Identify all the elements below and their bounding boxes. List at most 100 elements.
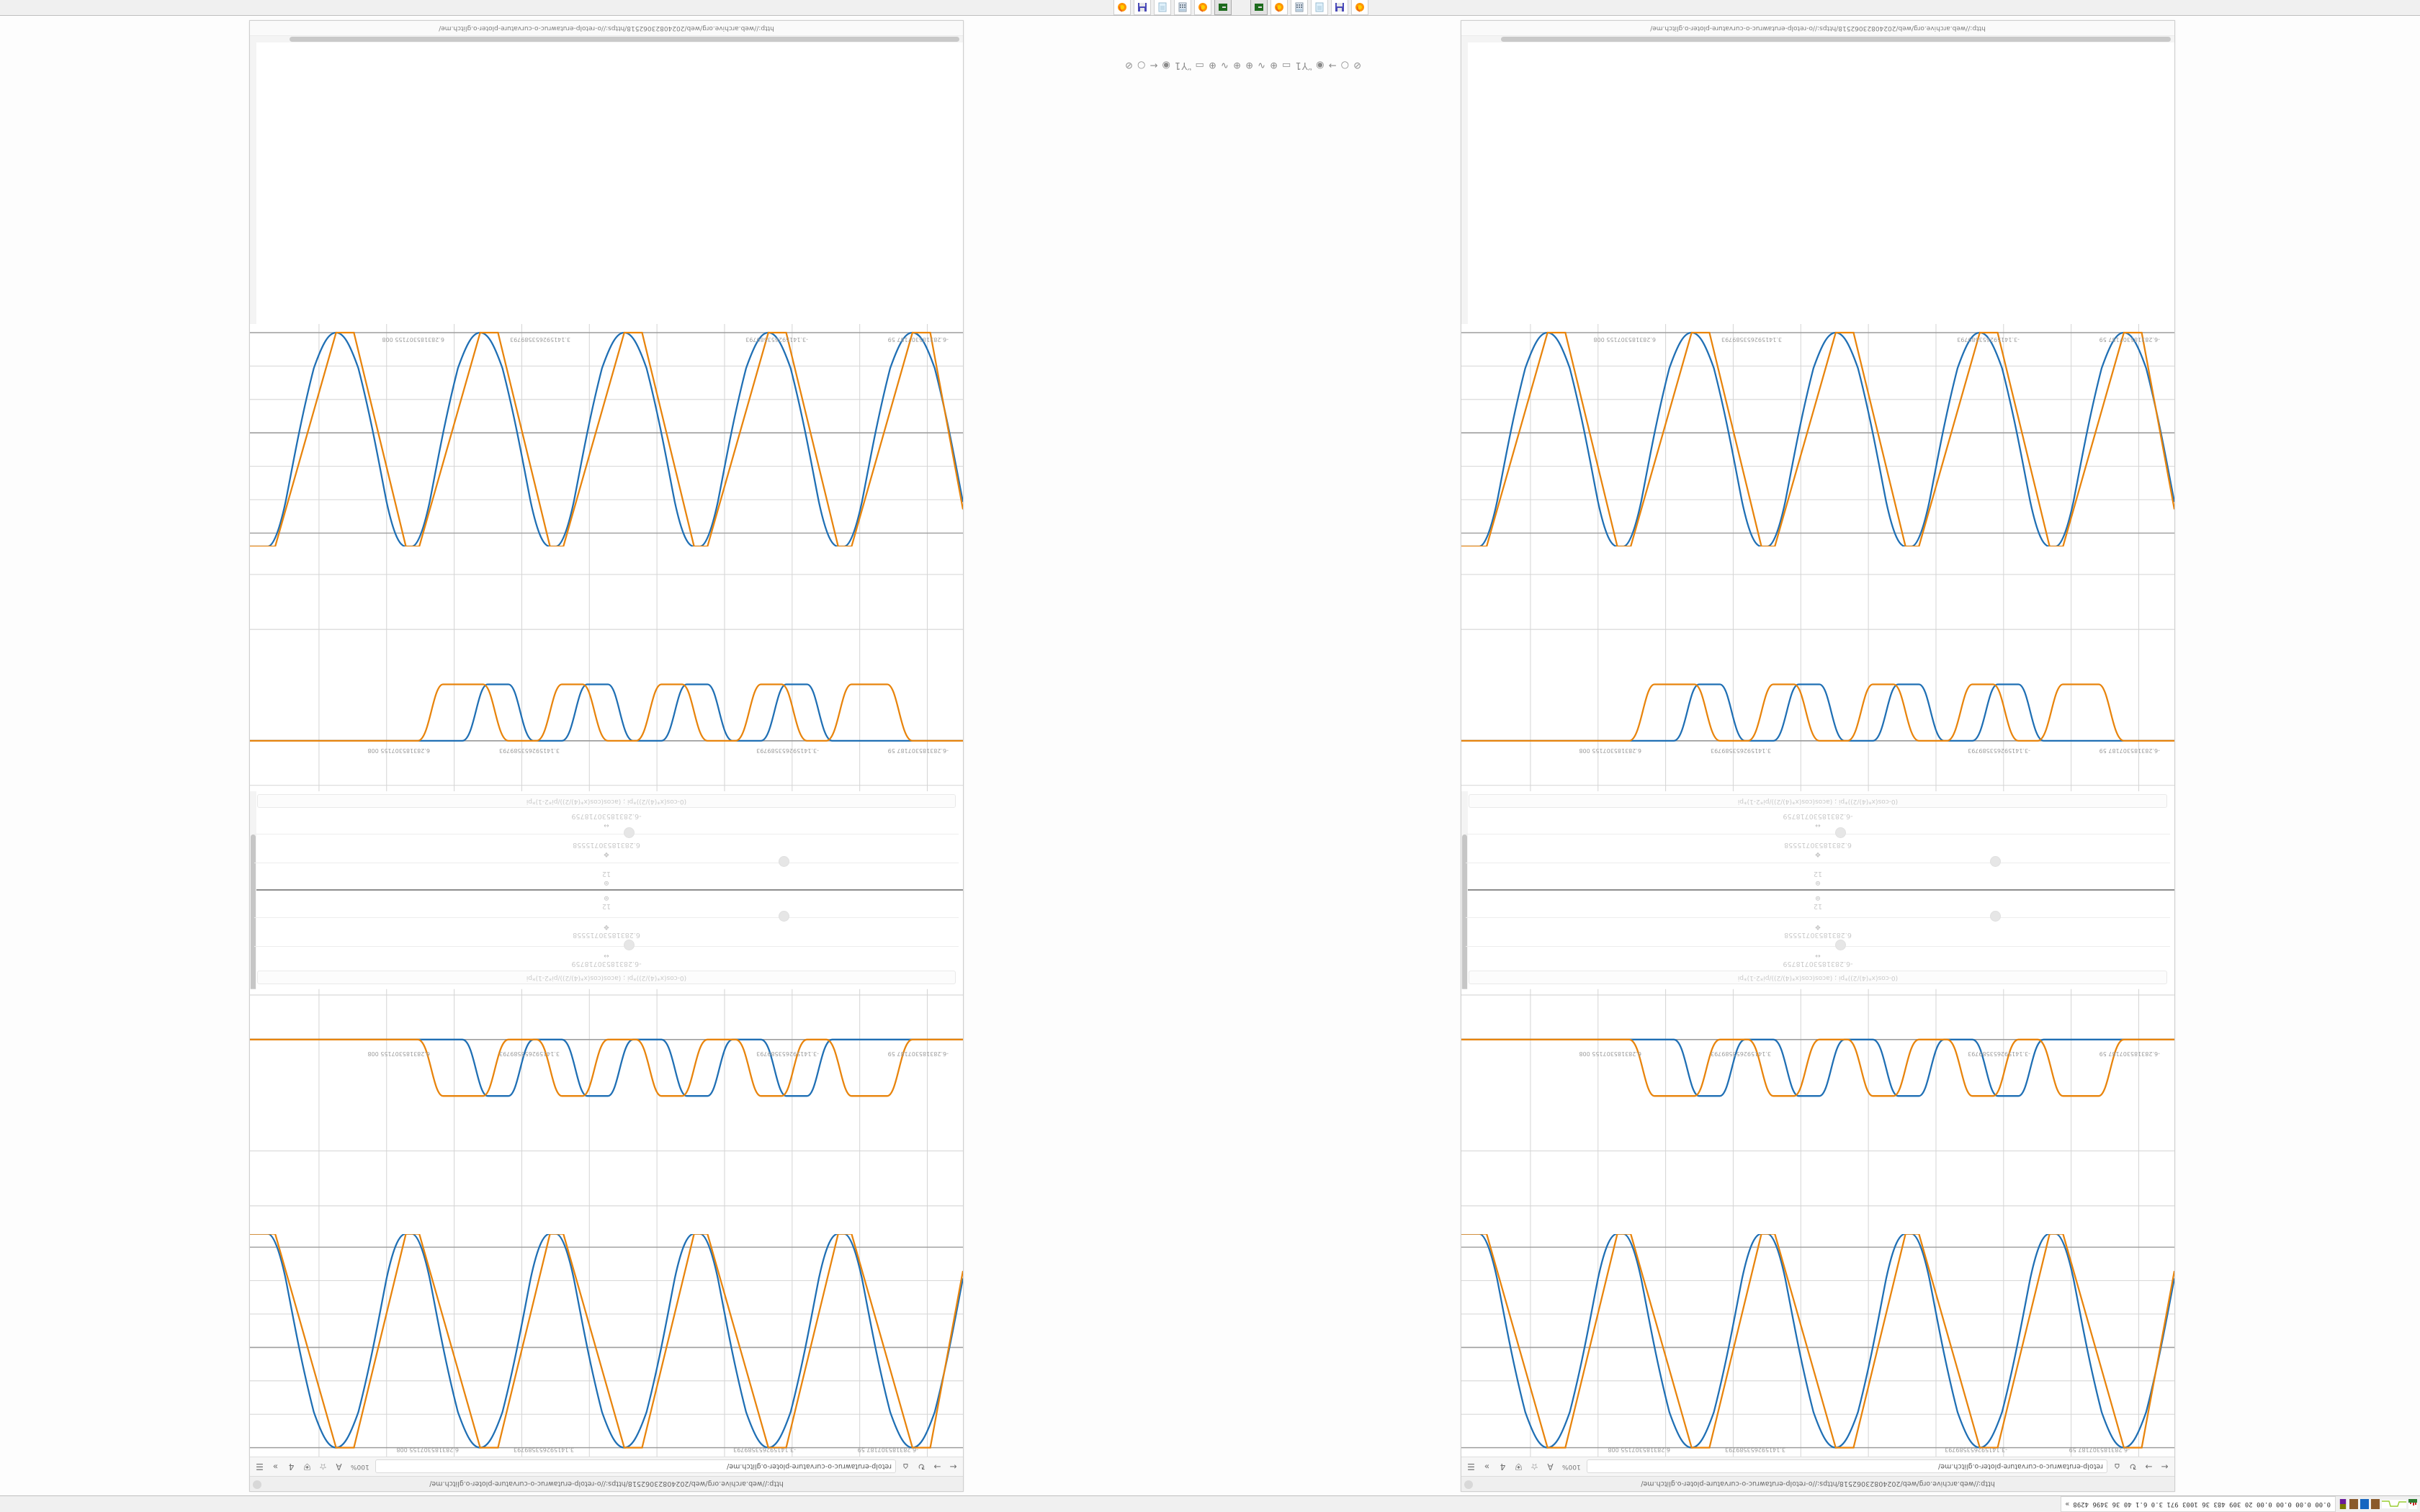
horizontal-scrollbar-right[interactable] [250, 36, 963, 42]
back-icon[interactable]: ← [947, 1461, 959, 1473]
shield-icon[interactable]: ⛨ [1512, 1461, 1525, 1473]
titlebar-left[interactable]: http://web.archive.org/web/2024082306251… [1461, 1476, 2174, 1491]
slider-group-5-left[interactable]: ↔ -6.28318530718759 [1461, 811, 2174, 840]
system-monitor-applet[interactable] [2336, 1497, 2420, 1511]
slider-track-4-right[interactable] [254, 858, 959, 868]
slider-group-0-right[interactable]: -6.28318530718759 ↔ [250, 940, 963, 969]
plot-3-container-right[interactable]: -6.283185307187 59 -3.141592653589793 3.… [250, 546, 963, 791]
forward-icon[interactable]: → [931, 1461, 944, 1473]
reload-icon[interactable]: ↻ [915, 1461, 928, 1473]
bookmark-star-icon[interactable]: ☆ [317, 1461, 329, 1473]
slider-group-3-right[interactable]: ⊚ 12 [250, 868, 963, 887]
bookmark-star-icon[interactable]: ☆ [1528, 1461, 1541, 1473]
taskbar-firefox-icon-3[interactable] [1194, 0, 1211, 15]
titlebar-right[interactable]: http://web.archive.org/web/2024082306251… [250, 1476, 963, 1491]
account-icon[interactable]: ὆4 [285, 1461, 297, 1473]
slider-track-0-left[interactable] [1466, 941, 2170, 951]
slider-track-1-right[interactable] [254, 912, 959, 922]
taskbar-firefox-icon-2[interactable] [1270, 0, 1288, 15]
taskbar-terminal-icon[interactable] [1250, 0, 1268, 15]
taskbar-calculator-icon[interactable] [1291, 0, 1308, 15]
tray-expand-chevron-icon[interactable]: » [2061, 1500, 2073, 1508]
reader-mode-icon[interactable]: A [333, 1461, 345, 1473]
slider-group-0-left[interactable]: -6.28318530718759 ↔ [1461, 940, 2174, 969]
controls-panel-left[interactable]: (0-cos(x*(4)/2))*pi ; (acos(cos(x*(4)/2)… [1461, 791, 2174, 989]
address-bar-left[interactable]: retolp-erutawruc-o-curvature-ploter-o.gl… [1587, 1460, 2107, 1474]
plot-1-container-right[interactable]: -6.283185307187 59 -3.141592653589793 3.… [250, 1234, 963, 1457]
slider-track-4-left[interactable] [1466, 858, 2170, 868]
workspace-pager[interactable]: ⊘ ○ → ◉ Ὕ1 ▭ ⊕ ∿ ⊕ ⊕ ∿ ⊕ ▭ Ὕ1 ◉ ← ○ ⊘ [1124, 60, 1361, 71]
slider-knob[interactable] [1835, 940, 1846, 950]
scrollbar-thumb[interactable] [1501, 37, 2171, 42]
slider-track-5-left[interactable] [1466, 829, 2170, 839]
slider-group-1-right[interactable]: 6.28318530715558 ✥ [250, 912, 963, 940]
taskbar-floppy-disk-icon[interactable] [1331, 0, 1348, 15]
slider-knob[interactable] [624, 940, 635, 950]
home-icon[interactable]: ⌂ [900, 1461, 912, 1473]
plot-4-chart[interactable] [1461, 324, 2174, 546]
taskbar-firefox-icon-4[interactable] [1113, 0, 1131, 15]
overflow-icon[interactable]: » [269, 1461, 282, 1473]
back-icon[interactable]: ← [2159, 1461, 2171, 1473]
taskbar-notepad-icon-2[interactable] [1154, 0, 1171, 15]
zoom-level-right[interactable]: 100% [349, 1463, 372, 1470]
reader-mode-icon[interactable]: A [1544, 1461, 1556, 1473]
forward-icon[interactable]: → [2143, 1461, 2155, 1473]
hamburger-menu-icon[interactable]: ☰ [1465, 1461, 1477, 1473]
slider-group-2-right[interactable]: 12 ⊚ [250, 893, 963, 912]
slider-group-4-right[interactable]: ✥ 6.28318530715558 [250, 840, 963, 868]
shield-icon[interactable]: ⛨ [301, 1461, 313, 1473]
pager-glyphs[interactable]: ⊘ ○ → ◉ Ὕ1 ▭ ⊕ ∿ ⊕ ⊕ ∿ ⊕ ▭ Ὕ1 ◉ ← ○ ⊘ [1124, 60, 1361, 71]
formula-input-bottom-left[interactable]: (0-cos(x*(4)/2))*pi ; (acos(cos(x*(4)/2)… [1469, 794, 2167, 808]
zoom-level-left[interactable]: 100% [1560, 1463, 1583, 1470]
page-content-right[interactable]: -6.283185307187 59 -3.141592653589793 3.… [250, 36, 963, 1457]
slider-track-1-left[interactable] [1466, 912, 2170, 922]
close-icon[interactable] [1464, 1480, 1473, 1489]
slider-knob[interactable] [1990, 856, 2001, 867]
address-bar-right[interactable]: retolp-erutawruc-o-curvature-ploter-o.gl… [375, 1460, 896, 1474]
taskbar-calculator-icon-2[interactable] [1174, 0, 1191, 15]
slider-knob[interactable] [779, 911, 789, 922]
slider-track-5-right[interactable] [254, 829, 959, 839]
hamburger-menu-icon[interactable]: ☰ [254, 1461, 266, 1473]
controls-panel-right[interactable]: (0-cos(x*(4)/2))*pi ; (acos(cos(x*(4)/2)… [250, 791, 963, 989]
plot-2-chart[interactable] [1461, 989, 2174, 1233]
slider-knob[interactable] [1835, 827, 1846, 838]
slider-group-3-left[interactable]: ⊚ 12 [1461, 868, 2174, 887]
home-icon[interactable]: ⌂ [2111, 1461, 2123, 1473]
plot-2-container-right[interactable]: -6.283185307187 59 -3.141592653589793 3.… [250, 989, 963, 1233]
plot-1-chart[interactable] [1461, 1234, 2174, 1457]
formula-input-bottom-right[interactable]: (0-cos(x*(4)/2))*pi ; (acos(cos(x*(4)/2)… [257, 794, 956, 808]
navigation-toolbar-right[interactable]: ← → ↻ ⌂ retolp-erutawruc-o-curvature-plo… [250, 1457, 963, 1476]
plot-1-container[interactable]: -6.283185307187 59 -3.141592653589793 3.… [1461, 1234, 2174, 1457]
account-icon[interactable]: ὆4 [1497, 1461, 1509, 1473]
taskbar-firefox-icon[interactable] [1351, 0, 1368, 15]
plot-3-container[interactable]: -6.283185307187 59 -3.141592653589793 3.… [1461, 546, 2174, 791]
page-content-left[interactable]: -6.283185307187 59 -3.141592653589793 3.… [1461, 36, 2174, 1457]
plot-4-chart-right[interactable] [250, 324, 963, 546]
formula-input-top-right[interactable]: (0-cos(x*(4)/2))*pi ; (acos(cos(x*(4)/2)… [257, 971, 956, 984]
scrollbar-thumb[interactable] [290, 37, 959, 42]
overflow-icon[interactable]: » [1481, 1461, 1493, 1473]
plot-2-container[interactable]: -6.283185307187 59 -3.141592653589793 3.… [1461, 989, 2174, 1233]
slider-track-0-right[interactable] [254, 941, 959, 951]
taskbar-notepad-icon[interactable] [1311, 0, 1328, 15]
plot-4-container-right[interactable]: -6.283185307187 59 -3.141592653589793 3.… [250, 324, 963, 546]
taskbar-floppy-disk-icon-2[interactable] [1134, 0, 1151, 15]
plot-2-chart-right[interactable] [250, 989, 963, 1233]
slider-group-1-left[interactable]: 6.28318530715558 ✥ [1461, 912, 2174, 940]
plot-4-container[interactable]: -6.283185307187 59 -3.141592653589793 3.… [1461, 324, 2174, 546]
plot-1-chart-right[interactable] [250, 1234, 963, 1457]
slider-group-2-left[interactable]: 12 ⊚ [1461, 893, 2174, 912]
slider-group-5-right[interactable]: ↔ -6.28318530718759 [250, 811, 963, 840]
browser-window-right[interactable]: http://web.archive.org/web/2024082306251… [249, 20, 964, 1492]
taskbar-buttons[interactable] [1113, 0, 1368, 15]
navigation-toolbar-left[interactable]: ← → ↻ ⌂ retolp-erutawruc-o-curvature-plo… [1461, 1457, 2174, 1476]
browser-window-left[interactable]: http://web.archive.org/web/2024082306251… [1461, 20, 2175, 1492]
slider-knob[interactable] [1990, 911, 2001, 922]
close-icon[interactable] [253, 1480, 261, 1489]
formula-input-top-left[interactable]: (0-cos(x*(4)/2))*pi ; (acos(cos(x*(4)/2)… [1469, 971, 2167, 984]
plot-3-chart[interactable] [1461, 546, 2174, 791]
slider-knob[interactable] [624, 827, 635, 838]
horizontal-scrollbar-left[interactable] [1461, 36, 2174, 42]
